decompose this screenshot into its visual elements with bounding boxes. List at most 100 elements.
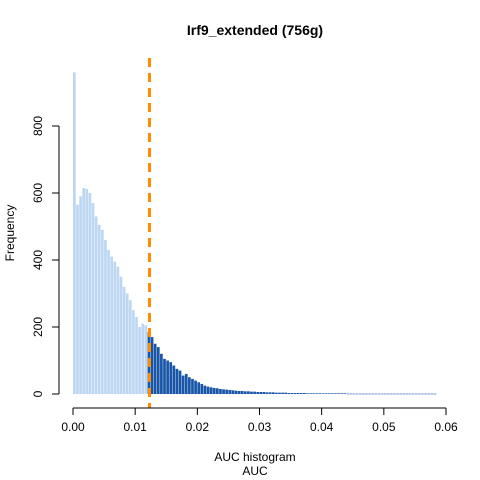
histogram-bar [166,360,169,394]
histogram-bar [225,389,229,394]
histogram-bar [278,392,281,394]
histogram-bar [138,327,141,394]
histogram-bar [371,393,375,395]
histogram-bar [271,392,275,394]
histogram-bar [240,390,244,394]
histogram-bar [88,193,92,394]
histogram-bar [256,391,260,394]
histogram-bar [107,249,110,394]
histogram-bar [324,393,328,394]
y-axis-label: Frequency [3,205,17,262]
histogram-bar [284,392,288,394]
histogram-bar [268,392,272,394]
y-tick-label: 800 [31,116,45,136]
histogram-bar [334,393,337,394]
histogram-bar [303,393,306,394]
histogram-bar [430,393,434,395]
histogram-bar [374,393,378,395]
histogram-bar [194,380,197,394]
histogram-bar [330,393,334,394]
x-tick-label: 0.03 [248,420,272,434]
histogram-bar [399,393,403,395]
histogram-bar [306,393,309,394]
histogram-bar [362,393,365,395]
histogram-bar [405,393,409,395]
histogram-bar [91,203,95,394]
histogram-bar [287,393,291,394]
histogram-bar [243,391,247,394]
histogram-bar [421,393,424,395]
histogram-bar [262,391,266,394]
x-tick-label: 0.04 [310,420,334,434]
histogram-bar [312,393,316,394]
histogram-bar [318,393,322,394]
histogram-bar [153,343,157,394]
histogram-bar [386,393,390,395]
x-tick-label: 0.01 [123,420,147,434]
histogram-bar [293,393,297,394]
histogram-bar [411,393,415,395]
histogram-bar [402,393,406,395]
histogram-bar [150,337,154,394]
histogram-bar [247,391,250,394]
histogram-bar [188,377,191,394]
histogram-bar [427,393,431,395]
histogram-bar [358,393,362,395]
histogram-bar [122,286,126,394]
histogram-bar [200,383,204,394]
histogram-bar [414,393,418,395]
histogram-bar [368,393,371,395]
histogram-bar [390,393,393,395]
histogram-bar [125,293,129,394]
histogram-bar [175,368,179,395]
histogram-bar [219,388,222,394]
histogram-bar [209,387,213,394]
y-tick-label: 0 [31,390,45,397]
histogram-bar [128,300,132,394]
x-axis-sublabel: AUC [242,464,268,478]
x-tick-label: 0.05 [372,420,396,434]
histogram-bar [79,196,82,394]
histogram-bar [113,261,117,394]
histogram-bar [418,393,421,395]
histogram-bar [212,387,216,394]
y-tick-label: 200 [31,317,45,337]
histogram-bar [365,393,368,395]
histogram-bar [141,323,145,394]
histogram-bar [383,393,387,395]
histogram-bar [73,72,76,395]
histogram-bar [181,375,185,394]
histogram-bar [309,393,312,394]
histogram-bar [340,393,344,394]
histogram-bar [172,365,176,394]
histogram-bar [184,373,188,394]
histogram-bar [178,370,182,394]
x-axis-label: AUC histogram [214,450,295,464]
histogram-bar [156,347,160,394]
histogram-bar [169,362,173,394]
histogram-bar [234,390,238,394]
histogram-bar [163,358,166,394]
histogram-bar [104,239,107,394]
histogram-bar [110,256,114,394]
histogram-bar [424,393,427,395]
histogram-bar [265,392,269,394]
histogram-bar [116,266,120,394]
histogram-bar [377,393,381,395]
histogram-bar [82,187,86,394]
histogram-bar [203,385,207,395]
histogram-bar [281,392,284,394]
x-axis-ticks: 0.00 0.01 0.02 0.03 0.04 0.05 0.06 [61,408,458,434]
histogram-bar [315,393,319,394]
histogram-bar [97,224,101,394]
histogram-bar [250,391,253,394]
histogram-bar [100,229,104,394]
histogram-bar [296,393,300,394]
histogram-bar [85,188,89,394]
histogram-bar [380,393,384,395]
histogram-bar [132,310,135,394]
y-tick-label: 400 [31,250,45,270]
histogram-bar [396,393,399,395]
histogram-bar [76,204,79,394]
